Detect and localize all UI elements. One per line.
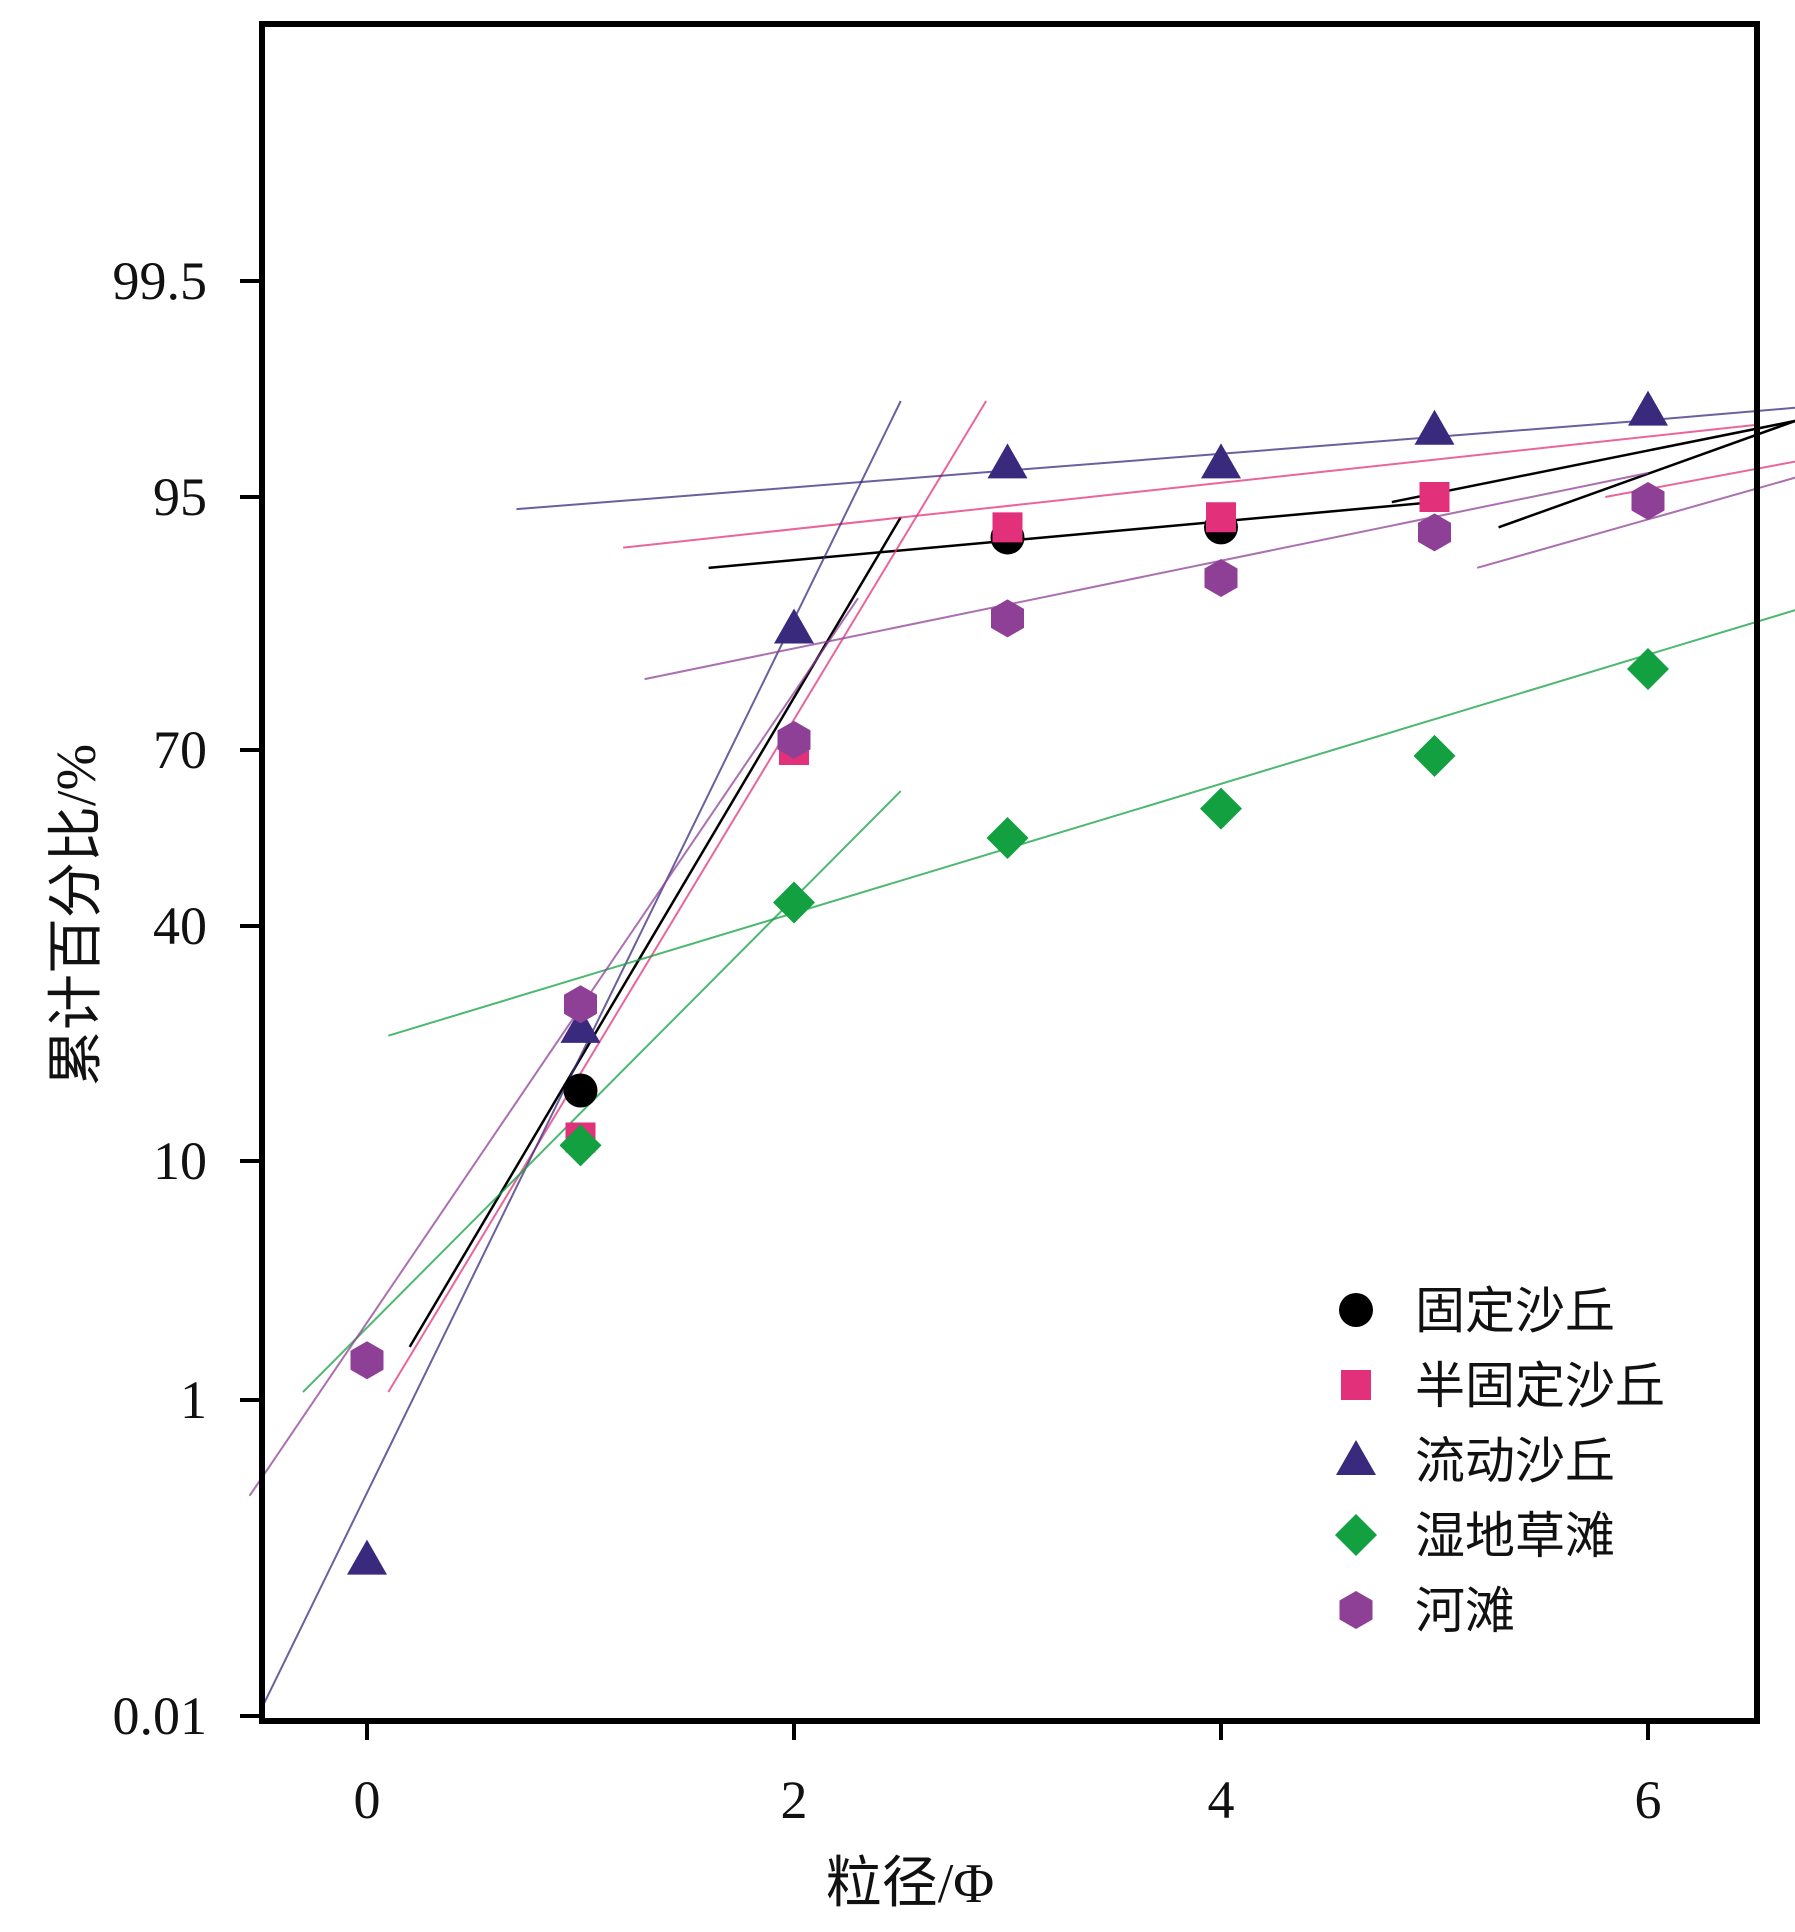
data-point: [777, 720, 811, 759]
data-point: [986, 817, 1029, 859]
legend-label: 湿地草滩: [1415, 1508, 1615, 1564]
data-point: [1200, 787, 1242, 830]
fit-line: [387, 400, 988, 1393]
legend-marker: [1336, 1440, 1376, 1475]
x-axis-title: 粒径/Φ: [826, 1853, 995, 1915]
x-tick-label: 0: [354, 1770, 381, 1830]
y-axis: 0.01 1 10 40 70 95 99.5: [113, 251, 262, 1746]
data-point: [987, 443, 1028, 479]
fit-line: [516, 419, 1649, 511]
fit-line: [1476, 476, 1795, 569]
plot-frame: [259, 21, 1760, 1724]
data-point: [1418, 513, 1451, 552]
data-point: [1628, 390, 1668, 426]
x-tick-label: 6: [1635, 1770, 1662, 1830]
data-point: [1414, 409, 1455, 445]
x-tick-label: 4: [1208, 1770, 1235, 1830]
legend-label: 流动沙丘: [1415, 1433, 1615, 1489]
fit-line: [708, 500, 1435, 570]
data-point: [350, 1341, 384, 1380]
x-axis: 024681012: [354, 1721, 1662, 1830]
y-tick-label: 1: [180, 1370, 207, 1430]
data-point: [1204, 559, 1238, 597]
y-tick-label: 10: [153, 1131, 207, 1191]
y-tick-label: 95: [153, 467, 207, 527]
data-point: [1206, 502, 1236, 533]
fit-line: [248, 597, 859, 1497]
fit-line: [1498, 419, 1795, 529]
fit-line: [644, 472, 1649, 681]
data-point: [1413, 734, 1456, 777]
data-point: [560, 1007, 601, 1043]
fit-line: [302, 790, 902, 1393]
fit-line: [1647, 406, 1795, 422]
data-point: [559, 1124, 602, 1167]
legend-marker: [1335, 1514, 1377, 1556]
data-point: [347, 1539, 387, 1575]
fit-line: [1605, 460, 1795, 498]
data-point: [991, 599, 1024, 638]
y-axis-title: 累计百分比/%: [46, 744, 108, 1086]
data-point: [564, 985, 597, 1024]
fit-line: [388, 609, 1795, 1037]
legend-marker: [1341, 1370, 1371, 1400]
legend-label: 河滩: [1415, 1583, 1515, 1639]
fit-line: [1391, 419, 1795, 504]
legend-label: 固定沙丘: [1415, 1283, 1615, 1339]
data-point: [992, 512, 1023, 543]
legend-label: 半固定沙丘: [1415, 1358, 1665, 1414]
data-point: [774, 608, 814, 644]
y-tick-label: 40: [153, 896, 207, 956]
data-point: [1419, 482, 1450, 512]
data-point: [1627, 648, 1669, 691]
fit-line: [623, 424, 1755, 549]
legend-marker: [1339, 1591, 1373, 1629]
data-point: [1631, 482, 1665, 520]
legend-marker: [1339, 1293, 1373, 1327]
data-point: [1201, 443, 1241, 479]
data-point: [773, 881, 815, 924]
y-tick-label: 70: [153, 720, 207, 780]
y-tick-label: 0.01: [113, 1686, 208, 1746]
y-tick-label: 99.5: [113, 251, 208, 311]
data-points: [347, 390, 1669, 1575]
data-point: [563, 1073, 598, 1108]
x-tick-label: 2: [781, 1770, 808, 1830]
fit-lines: [248, 400, 1795, 1712]
fit-line: [259, 400, 902, 1712]
